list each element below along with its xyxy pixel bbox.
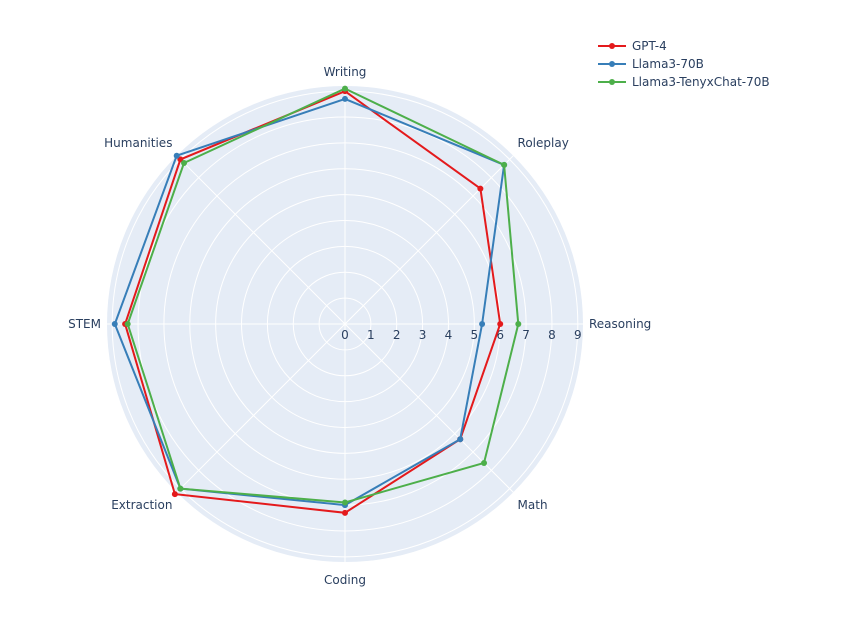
grid-spoke	[344, 155, 514, 325]
radial-tick-label: 2	[393, 328, 401, 342]
legend-marker	[609, 61, 615, 67]
series-point	[481, 460, 488, 467]
radial-tick-label: 0	[341, 328, 349, 342]
radial-tick-label: 5	[471, 328, 479, 342]
radial-tick-label: 9	[574, 328, 582, 342]
legend[interactable]: GPT-4 Llama3-70B Llama3-TenyxChat-70B	[598, 39, 770, 89]
axis-label-writing: Writing	[324, 65, 367, 79]
axis-label-stem: STEM	[68, 317, 101, 331]
axis-label-extraction: Extraction	[111, 498, 172, 512]
radial-tick-label: 4	[445, 328, 453, 342]
series-point	[342, 509, 348, 516]
series-point	[177, 156, 184, 163]
legend-marker	[609, 79, 615, 85]
radial-ticks: 0 1 2 3 4 5 6 7 8 9	[341, 328, 581, 342]
series-point	[181, 160, 188, 167]
radial-tick-label: 8	[548, 328, 556, 342]
radial-tick-label: 3	[419, 328, 427, 342]
series-point	[479, 321, 486, 327]
radial-tick-label: 7	[522, 328, 530, 342]
legend-item[interactable]: GPT-4	[598, 39, 667, 53]
grid-spoke	[176, 323, 346, 493]
axis-label-reasoning: Reasoning	[589, 317, 651, 331]
series-point	[173, 152, 180, 159]
series-point	[111, 321, 118, 327]
series-point	[342, 499, 348, 506]
series-point	[171, 491, 178, 498]
series-layer	[111, 85, 522, 516]
legend-marker	[609, 43, 615, 49]
legend-label: Llama3-70B	[632, 57, 704, 71]
grid-spoke	[176, 155, 346, 325]
series-point	[342, 85, 348, 92]
axis-label-humanities: Humanities	[104, 136, 172, 150]
legend-label: GPT-4	[632, 39, 667, 53]
legend-label: Llama3-TenyxChat-70B	[632, 75, 770, 89]
series-point	[342, 95, 348, 102]
series-point	[497, 321, 504, 327]
series-point	[457, 436, 464, 443]
series-point	[177, 485, 184, 492]
radial-tick-label: 6	[496, 328, 504, 342]
angular-axis-labels: Writing Roleplay Reasoning Math Coding Extrac…	[68, 65, 651, 587]
legend-item[interactable]: Llama3-70B	[598, 57, 704, 71]
axis-label-math: Math	[518, 498, 548, 512]
radial-tick-label: 1	[367, 328, 375, 342]
series-point	[124, 321, 131, 327]
series-point	[501, 161, 508, 168]
legend-item[interactable]: Llama3-TenyxChat-70B	[598, 75, 770, 89]
series-llama3-tenyxchat-70b	[124, 85, 522, 506]
axis-label-coding: Coding	[324, 573, 366, 587]
series-point	[477, 185, 484, 192]
axis-label-roleplay: Roleplay	[518, 136, 569, 150]
series-point	[515, 321, 522, 327]
